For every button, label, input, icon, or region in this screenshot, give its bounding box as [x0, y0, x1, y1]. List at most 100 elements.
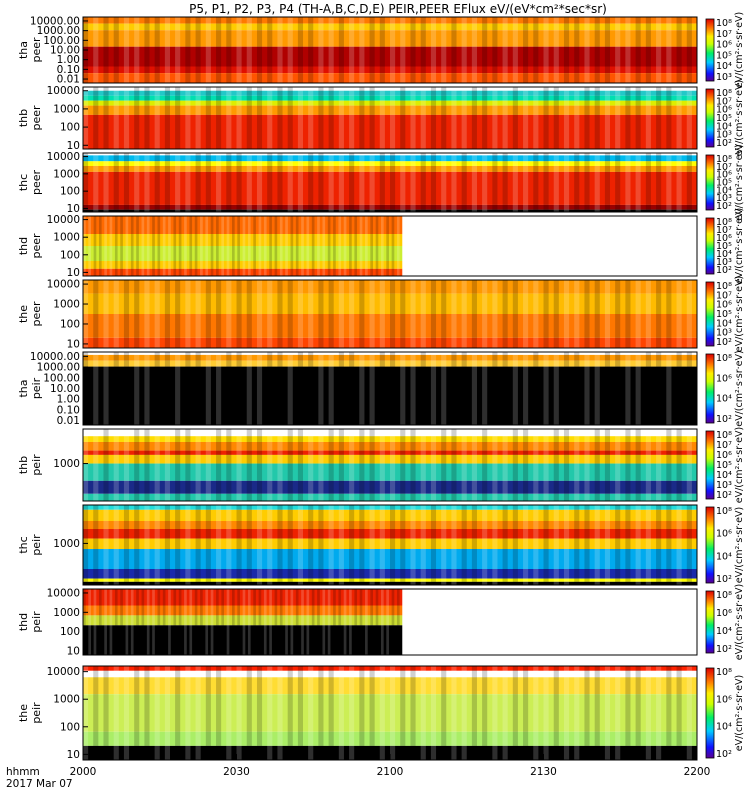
probe-label: tha: [17, 379, 30, 397]
colorbar-tick-label: 10⁵: [716, 178, 732, 189]
time-streak: [502, 429, 508, 501]
probe-label: the: [17, 704, 30, 722]
colorbar-tick-label: 10²: [716, 574, 732, 585]
time-streak: [144, 429, 150, 501]
time-streak: [141, 589, 145, 655]
time-streak: [164, 429, 170, 501]
time-streak: [512, 153, 518, 212]
time-streak: [194, 589, 198, 655]
time-streak: [195, 153, 201, 212]
time-streak: [236, 352, 242, 425]
time-streak: [152, 216, 155, 276]
time-streak: [308, 352, 314, 425]
time-streak: [267, 352, 273, 425]
time-streak: [93, 429, 99, 501]
colorbar-unit-label: eV/(cm²·s·sr·eV): [734, 427, 745, 503]
spectrogram-band: [83, 100, 697, 106]
time-streak: [236, 87, 242, 149]
time-streak: [461, 280, 467, 348]
time-streak: [168, 216, 171, 276]
time-streak: [317, 216, 320, 276]
time-streak: [492, 666, 498, 760]
time-streak: [359, 666, 365, 760]
time-streak: [594, 505, 600, 585]
time-streak: [338, 589, 342, 655]
y-tick-label: 100: [60, 186, 80, 198]
time-streak: [430, 352, 437, 425]
time-streak: [287, 352, 293, 425]
time-streak: [109, 216, 113, 276]
time-streak: [523, 17, 529, 83]
time-streak: [365, 216, 368, 276]
product-label: peir: [30, 377, 43, 399]
spectrogram-band: [83, 569, 697, 579]
time-streak: [574, 429, 580, 501]
time-streak: [563, 429, 570, 501]
time-streak: [263, 589, 267, 655]
time-streak: [123, 87, 130, 149]
time-streak: [349, 280, 355, 348]
time-streak: [461, 153, 467, 212]
time-streak: [645, 153, 651, 212]
time-streak: [461, 17, 467, 83]
time-streak: [125, 589, 129, 655]
panel-thd-peir: 10000 1000 100 10 thd peir 10⁸ 10⁶ 10⁴ 10² eV/(cm²…: [17, 584, 745, 660]
time-streak: [195, 87, 201, 149]
time-streak: [164, 352, 170, 425]
time-streak: [123, 153, 130, 212]
y-tick-label: 10: [67, 749, 80, 761]
time-streak: [308, 87, 314, 149]
time-streak: [686, 87, 692, 149]
time-streak: [328, 153, 334, 212]
time-streak: [200, 216, 203, 276]
colorbar-tick-label: 10³: [716, 328, 732, 339]
probe-label: thb: [17, 456, 30, 474]
time-streak: [216, 280, 222, 348]
spectrogram-band: [83, 204, 697, 210]
time-streak: [256, 280, 263, 348]
time-streak: [615, 505, 621, 585]
time-streak: [543, 280, 549, 348]
time-streak: [130, 589, 134, 655]
x-tick-label: 2100: [377, 766, 404, 778]
time-streak: [338, 352, 344, 425]
time-streak: [136, 216, 139, 276]
time-streak: [594, 87, 600, 149]
time-label-hhmm: hhmm: [6, 766, 40, 778]
time-streak: [430, 153, 437, 212]
time-streak: [512, 505, 518, 585]
time-streak: [461, 352, 467, 425]
time-streak: [625, 17, 631, 83]
time-streak: [210, 216, 214, 276]
time-streak: [635, 429, 641, 501]
time-streak: [103, 429, 109, 501]
time-streak: [297, 352, 304, 425]
time-streak: [246, 505, 252, 585]
time-streak: [246, 352, 252, 425]
time-streak: [322, 589, 326, 655]
colorbar-tick-label: 10³: [716, 72, 732, 83]
time-streak: [369, 352, 375, 425]
time-streak: [287, 429, 293, 501]
time-streak: [93, 505, 99, 585]
time-streak: [226, 589, 230, 655]
time-streak: [274, 216, 278, 276]
spectrogram-band: [83, 549, 697, 569]
colorbar-tick-label: 10⁶: [716, 170, 732, 181]
time-streak: [645, 352, 651, 425]
time-streak: [563, 666, 570, 760]
time-streak: [328, 352, 334, 425]
time-streak: [242, 216, 246, 276]
time-streak: [379, 505, 385, 585]
time-streak: [594, 17, 600, 83]
time-streak: [103, 153, 109, 212]
time-streak: [451, 505, 457, 585]
time-streak: [492, 17, 498, 83]
spectrogram-band: [83, 666, 697, 671]
colorbar: [705, 590, 715, 654]
time-streak: [400, 280, 406, 348]
time-streak: [656, 505, 662, 585]
time-streak: [98, 216, 102, 276]
spectrogram-band: [83, 450, 697, 455]
y-tick-label: 100.00: [43, 35, 80, 47]
